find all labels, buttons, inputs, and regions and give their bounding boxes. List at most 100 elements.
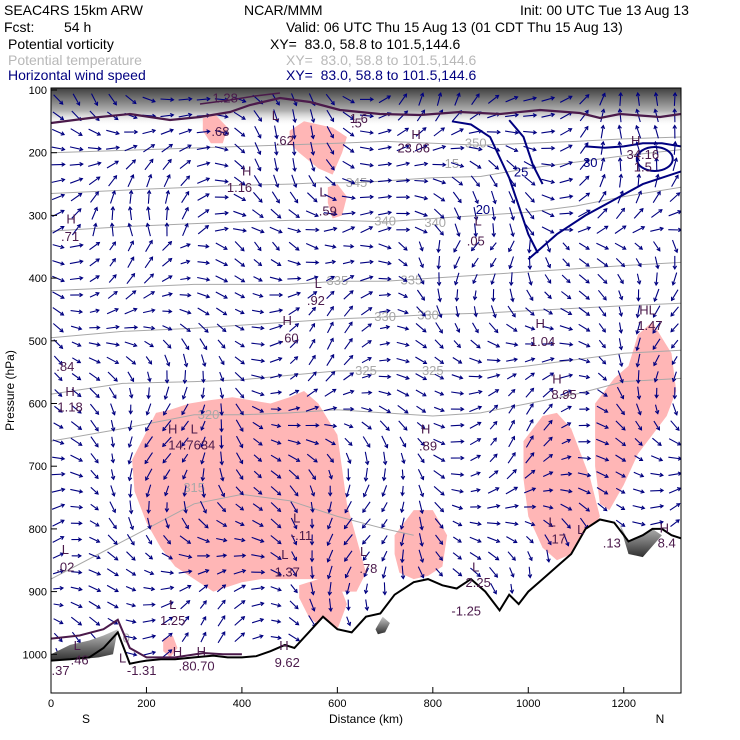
wind-vector-887 <box>270 502 282 513</box>
wind-vector-805 <box>51 471 66 477</box>
pv-label-65: .5 <box>351 116 362 131</box>
wind-vector-326 <box>254 241 262 252</box>
wind-vector-823 <box>381 468 387 482</box>
wind-vector-33 <box>653 91 659 106</box>
wind-vector-280 <box>52 225 65 234</box>
wind-vector-1005 <box>125 568 137 576</box>
wind-vector-845 <box>145 484 152 498</box>
wind-vector-741 <box>162 436 172 448</box>
tropopause-pv-contour <box>51 96 681 125</box>
pv-label-36: L <box>293 511 300 526</box>
wind-vector-1023 <box>452 568 463 577</box>
wind-vector-1065 <box>346 599 351 611</box>
pv-shaded-region-0 <box>202 115 228 144</box>
x-end-label-left: S <box>82 712 90 726</box>
pv-label-58: -1.31 <box>127 663 157 678</box>
wind-vector-743 <box>200 436 206 448</box>
pv-shaded-region-6 <box>523 412 600 561</box>
wind-vector-876 <box>70 504 84 510</box>
wind-vector-372 <box>453 256 461 270</box>
wind-vector-935 <box>505 521 519 527</box>
wind-vector-514 <box>488 322 499 334</box>
wind-vector-491 <box>70 325 83 331</box>
wind-vector-851 <box>253 486 263 495</box>
wind-vector-1090 <box>200 631 207 643</box>
wind-vector-791 <box>433 454 446 462</box>
wind-vector-534 <box>217 339 226 349</box>
wind-vector-586 <box>524 357 536 363</box>
wind-vector-670 <box>145 403 152 416</box>
pv-label-12: .71 <box>61 229 79 244</box>
wind-vector-838 <box>650 472 664 478</box>
pv-label-25: 1.47 <box>637 318 662 333</box>
wind-vector-1078 <box>251 617 265 624</box>
wind-vector-447 <box>544 291 552 300</box>
wind-vector-614 <box>396 373 410 380</box>
wind-vector-564 <box>125 356 137 365</box>
wind-vector-309 <box>577 226 592 233</box>
wind-vector-405 <box>417 273 425 285</box>
wind-vector-285 <box>145 222 151 237</box>
terrain-fill <box>51 519 681 693</box>
wind-vector-793 <box>470 454 482 462</box>
wind-vector-716 <box>343 423 354 429</box>
wind-vector-676 <box>251 405 265 413</box>
wind-vector-1051 <box>88 600 101 609</box>
wind-vector-464 <box>215 307 228 316</box>
wind-vector-220 <box>233 193 247 202</box>
wind-vector-991 <box>381 550 388 562</box>
wind-vector-653 <box>468 389 483 395</box>
wind-vector-595 <box>54 372 63 382</box>
wind-vector-967 <box>469 536 482 543</box>
wind-vector-383 <box>654 256 660 270</box>
wind-vector-180 <box>146 173 153 188</box>
theta-contour-340 <box>51 186 681 232</box>
wind-vector-740 <box>144 436 153 448</box>
wind-vector-106 <box>69 146 84 152</box>
wind-vector-411 <box>527 272 533 286</box>
wind-vector-62 <box>541 112 556 118</box>
wind-vector-472 <box>360 307 373 316</box>
wind-vector-1021 <box>417 566 425 579</box>
wind-vector-1040 <box>270 586 282 592</box>
wind-vector-765 <box>595 438 610 446</box>
wind-vector-23 <box>471 93 480 106</box>
wind-vector-407 <box>453 272 460 286</box>
theta-extra-label-2: 330 <box>417 308 439 323</box>
wind-vector-97 <box>541 129 556 134</box>
y-tick-label-600: 600 <box>29 399 47 411</box>
wind-vector-440 <box>416 289 426 301</box>
wind-vector-356 <box>162 257 173 267</box>
wind-vector-589 <box>578 357 591 364</box>
wind-vector-506 <box>344 321 353 334</box>
wind-vector-635 <box>146 387 151 400</box>
wind-vector-904 <box>578 502 591 512</box>
wind-vector-327 <box>272 241 280 251</box>
wind-vector-377 <box>545 257 552 269</box>
wind-vector-535 <box>234 340 245 348</box>
wind-vector-1053 <box>126 602 137 608</box>
wind-vector-473 <box>379 308 391 314</box>
wind-vector-165 <box>506 159 518 170</box>
pv-label-42: H <box>660 521 669 536</box>
theta-extra-label-4: 15 <box>445 156 459 171</box>
wind-vector-837 <box>633 471 645 478</box>
wind-vector-893 <box>381 502 388 513</box>
y-tick-label-200: 200 <box>29 148 47 160</box>
wind-vector-461 <box>162 309 173 314</box>
wind-vector-815 <box>235 469 244 480</box>
theta-extra-label-0: 340 <box>424 215 446 230</box>
wind-vector-83 <box>291 125 297 140</box>
wind-vector-1068 <box>70 616 83 626</box>
wind-vector-42 <box>178 112 193 118</box>
wind-vector-519 <box>578 323 591 332</box>
wind-vector-742 <box>181 437 189 447</box>
wind-vector-1062 <box>289 600 299 610</box>
wind-vector-886 <box>252 503 264 511</box>
wind-vector-934 <box>486 521 501 526</box>
wind-vector-305 <box>509 223 515 238</box>
wind-vector-865 <box>505 486 519 495</box>
wind-vector-1022 <box>435 568 444 577</box>
wind-vector-620 <box>506 373 517 380</box>
wind-vector-264 <box>396 211 411 216</box>
